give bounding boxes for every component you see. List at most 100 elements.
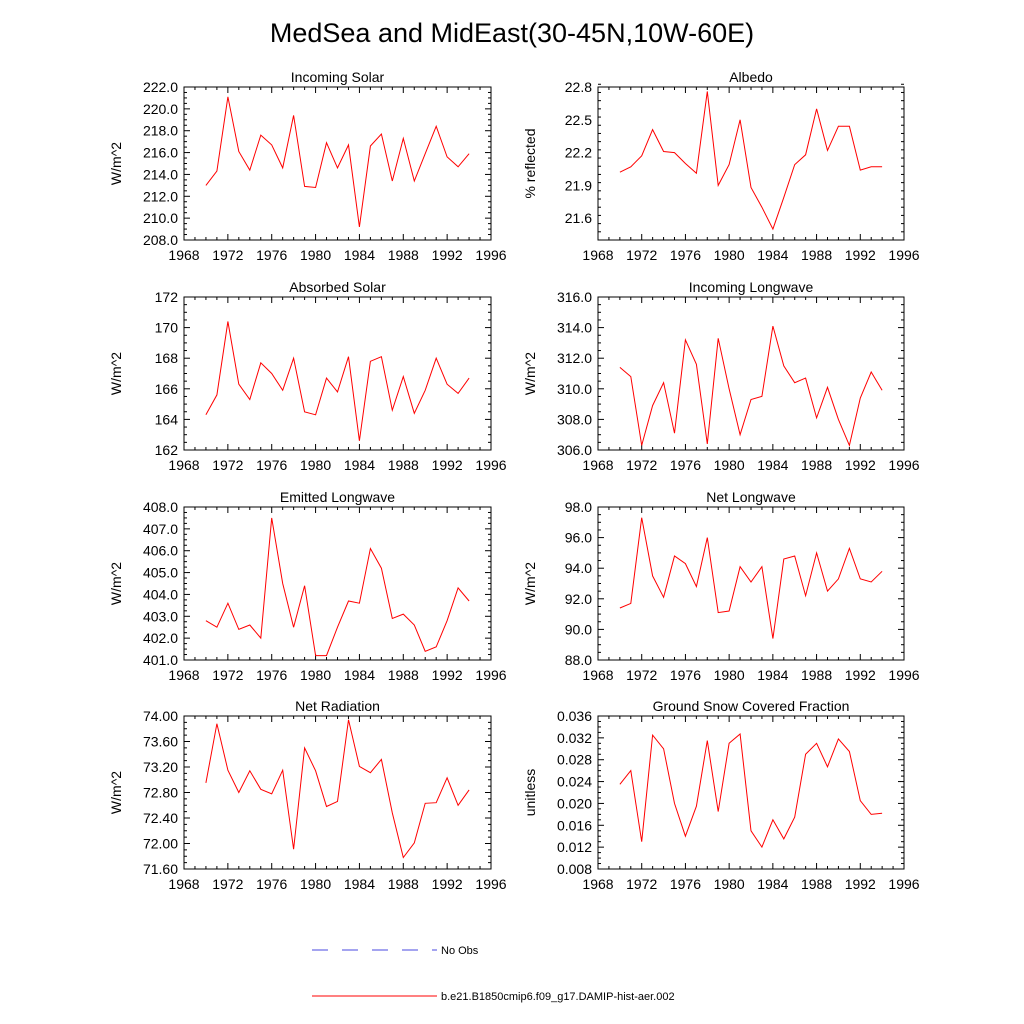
y-tick-label: 71.60 <box>143 861 178 877</box>
data-point <box>314 769 317 772</box>
x-tick-label: 1976 <box>256 457 287 473</box>
data-point <box>281 389 284 392</box>
x-tick-label: 1976 <box>670 667 701 683</box>
y-tick-label: 72.80 <box>143 785 178 801</box>
y-tick-label: 401.0 <box>143 652 178 668</box>
data-point <box>684 562 687 565</box>
data-point <box>248 398 251 401</box>
data-point <box>815 742 818 745</box>
data-point <box>760 395 763 398</box>
data-point <box>739 565 742 568</box>
x-tick-label: 1996 <box>475 247 506 263</box>
data-point <box>651 128 654 131</box>
data-point <box>804 153 807 156</box>
y-tick-label: 22.8 <box>565 79 592 95</box>
data-point <box>248 769 251 772</box>
y-tick-label: 0.036 <box>557 708 592 724</box>
data-point <box>292 626 295 629</box>
data-point <box>413 624 416 627</box>
x-tick-label: 1992 <box>845 457 876 473</box>
data-point <box>281 769 284 772</box>
data-point <box>684 338 687 341</box>
x-tick-label: 1992 <box>432 247 463 263</box>
data-point <box>259 361 262 364</box>
data-point <box>413 841 416 844</box>
data-point <box>402 137 405 140</box>
x-tick-label: 1992 <box>432 667 463 683</box>
data-point <box>336 390 339 393</box>
data-point <box>618 366 621 369</box>
series-line <box>205 96 470 227</box>
y-tick-label: 407.0 <box>143 521 178 537</box>
x-tick-label: 1972 <box>626 457 657 473</box>
data-point <box>446 776 449 779</box>
data-point <box>782 558 785 561</box>
y-axis-label: unitless <box>522 769 538 816</box>
y-tick-label: 98.0 <box>565 499 592 515</box>
panel-absorbed-solar: Absorbed Solar 1968 1972 1976 1980 1984 1988 19… <box>108 279 507 473</box>
x-tick-label: 1996 <box>888 247 919 263</box>
data-point <box>837 577 840 580</box>
y-tick-label: 405.0 <box>143 565 178 581</box>
data-point <box>237 150 240 153</box>
data-point <box>303 410 306 413</box>
x-tick-label: 1984 <box>757 876 788 892</box>
data-point <box>793 381 796 384</box>
data-point <box>750 398 753 401</box>
x-tick-label: 1980 <box>300 457 331 473</box>
data-point <box>750 580 753 583</box>
data-point <box>793 816 796 819</box>
data-point <box>728 163 731 166</box>
legend: No Obs b.e21.B1850cmip6.f09_g17.DAMIP-hi… <box>312 945 675 1003</box>
x-tick-label: 1996 <box>888 876 919 892</box>
data-point <box>468 788 471 791</box>
x-tick-label: 1992 <box>845 247 876 263</box>
x-tick-label: 1996 <box>475 667 506 683</box>
data-point <box>468 599 471 602</box>
data-point <box>347 599 350 602</box>
x-tick-label: 1980 <box>300 667 331 683</box>
x-tick-label: 1988 <box>388 457 419 473</box>
data-point <box>640 516 643 519</box>
y-tick-label: 88.0 <box>565 652 592 668</box>
data-point <box>826 765 829 768</box>
data-point <box>717 337 720 340</box>
y-tick-label: 218.0 <box>143 123 178 139</box>
y-tick-label: 403.0 <box>143 608 178 624</box>
data-point <box>391 409 394 412</box>
x-tick-label: 1984 <box>344 876 375 892</box>
data-point <box>859 396 862 399</box>
y-tick-label: 210.0 <box>143 210 178 226</box>
x-tick-label: 1984 <box>344 247 375 263</box>
data-point <box>706 90 709 93</box>
data-point <box>424 802 427 805</box>
y-tick-label: 0.020 <box>557 795 592 811</box>
data-point <box>270 792 273 795</box>
x-tick-label: 1968 <box>582 876 613 892</box>
data-point <box>837 737 840 740</box>
data-point <box>226 602 229 605</box>
data-point <box>358 439 361 442</box>
figure-title: MedSea and MidEast(30-45N,10W-60E) <box>270 18 754 48</box>
series-line <box>619 325 883 448</box>
panel-incoming-longwave: Incoming Longwave 1968 1972 1976 1980 1984 198… <box>522 279 920 473</box>
x-tick-label: 1992 <box>845 876 876 892</box>
data-point <box>804 594 807 597</box>
data-point <box>281 166 284 169</box>
data-point <box>270 516 273 519</box>
x-tick-label: 1984 <box>757 457 788 473</box>
data-point <box>303 584 306 587</box>
data-point <box>325 654 328 657</box>
data-point <box>314 186 317 189</box>
plot-frame <box>183 296 492 451</box>
data-point <box>237 383 240 386</box>
data-point <box>380 758 383 761</box>
data-point <box>739 733 742 736</box>
x-tick-label: 1976 <box>256 876 287 892</box>
data-point <box>391 179 394 182</box>
data-point <box>804 753 807 756</box>
series-line <box>205 719 470 859</box>
panel-title: Incoming Solar <box>291 69 385 85</box>
data-point <box>314 413 317 416</box>
